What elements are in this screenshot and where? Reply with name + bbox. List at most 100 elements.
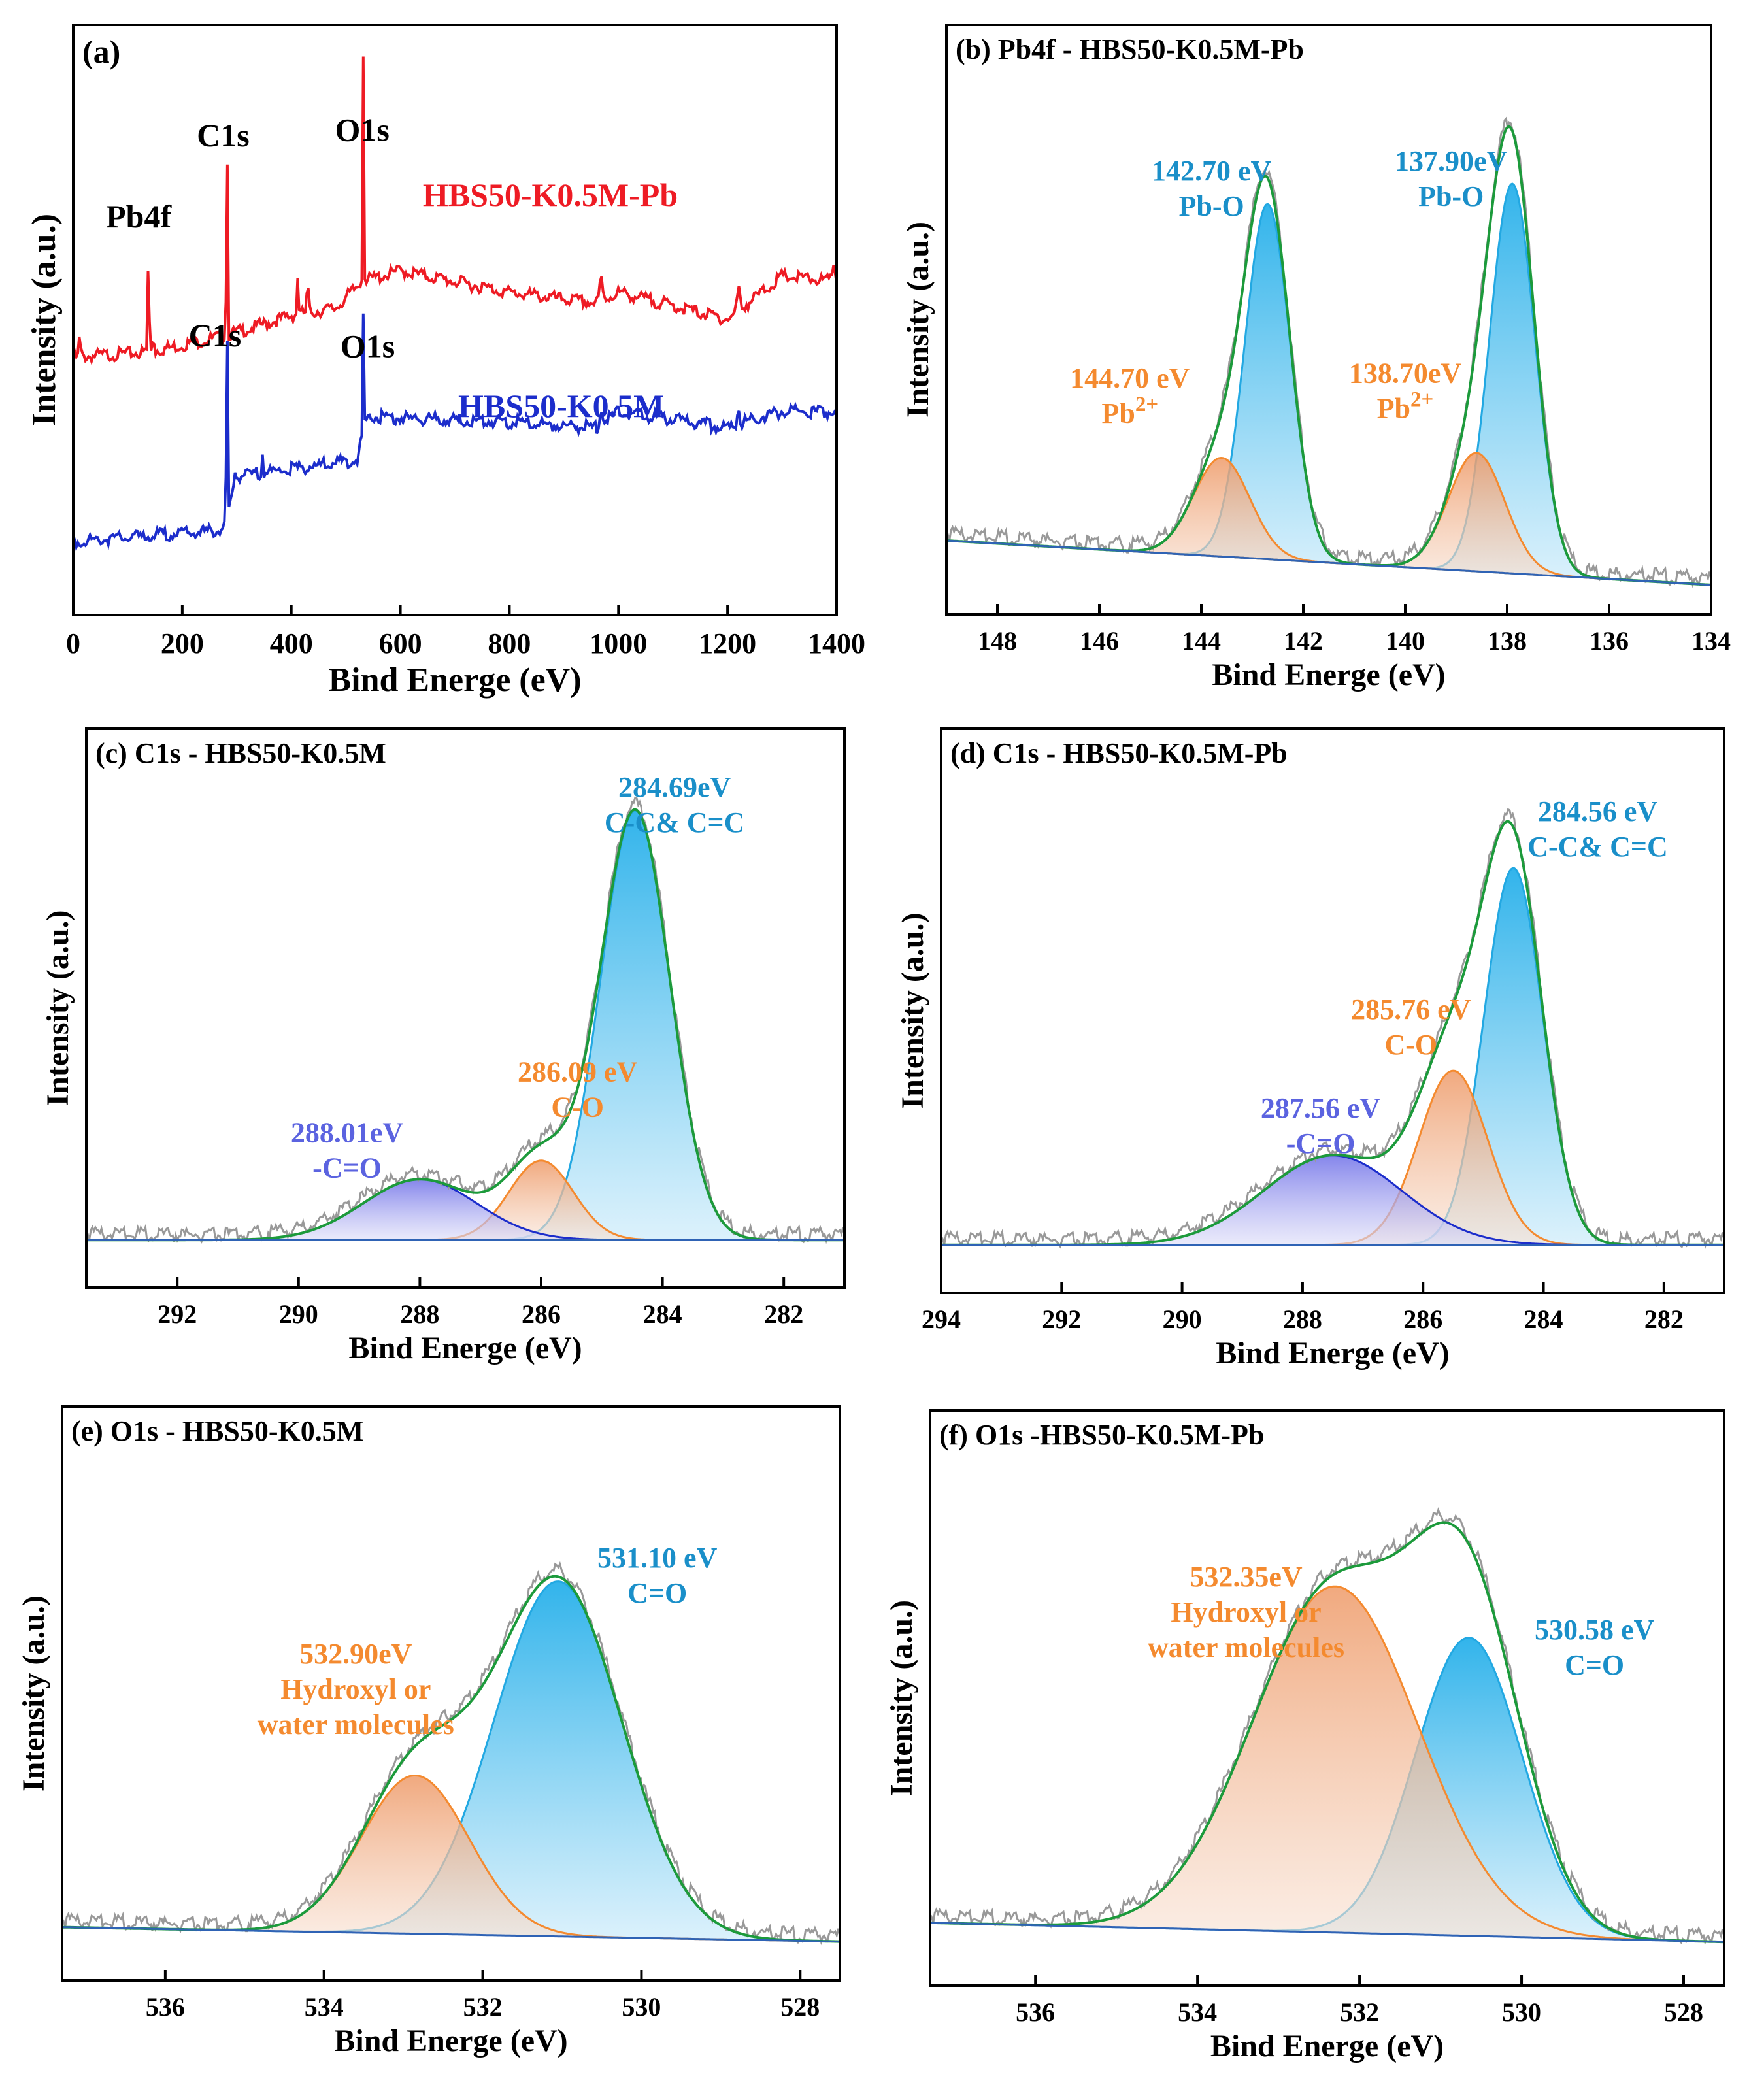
baseline [946,539,1711,586]
annotation: Pb-O [1418,180,1484,212]
component-fill-1 [930,1586,1724,1942]
panel-e: 536 534 532 530 528 Bind Energe (eV) Intensity… [16,1405,841,2058]
component-fill-1 [946,184,1711,585]
x-axis-label: Bind Energe (eV) [348,1331,582,1365]
x-axis-label: Bind Energe (eV) [328,661,581,699]
x-tick-label: 528 [780,1992,820,2022]
annotation: water molecules [1148,1631,1344,1663]
x-tick-label: 286 [1403,1305,1442,1334]
annotation: 284.56 eV [1538,795,1658,827]
y-axis-label: Intensity (a.u.) [41,910,75,1106]
x-axis-label: Bind Energe (eV) [334,2024,567,2058]
component-fill-0 [941,868,1724,1245]
annotation: Pb2+ [1377,388,1434,424]
annotation: 287.56 eV [1261,1092,1381,1124]
x-tick-label: 530 [622,1992,661,2022]
x-tick-label: 534 [1178,1997,1217,2027]
plot-area-b [946,116,1711,588]
x-tick-label: 800 [488,627,531,659]
annotation: 137.90eV [1395,145,1508,177]
annotation: O1s [335,112,389,148]
annotation: C1s [197,117,250,154]
plot-area-d [941,808,1724,1250]
component-fill-0 [86,810,844,1241]
panel-a: 0 200 400 600 800 1000 1200 1400 Bind Energe (eV… [25,24,865,699]
plot-area-c [86,796,844,1244]
component-line-0 [86,809,844,1241]
x-axis-label: Bind Energe (eV) [1212,658,1445,692]
component-fill-2 [941,1155,1724,1245]
axes-frame-e [61,1405,841,1982]
annotation: 142.70 eV [1152,155,1272,187]
panel-d: 294 292 290 288 286 284 282 Bind Energe (eV) Int… [895,727,1725,1371]
annotation: 284.69eV [618,771,731,803]
annotation: 531.10 eV [597,1542,718,1574]
x-tick-label: 1200 [699,627,756,659]
plot-area-f [930,1507,1724,1946]
y-axis-label: Intensity (a.u.) [901,222,935,418]
baseline [930,1922,1724,1943]
x-tick-label: 146 [1080,626,1119,656]
annotation: 285.76 eV [1351,993,1471,1025]
x-tick-label: 282 [764,1299,803,1329]
plot-area-a [73,56,837,552]
x-tick-label: 288 [1283,1305,1322,1334]
annotation: 144.70 eV [1070,362,1190,394]
x-tick-label: 532 [463,1992,503,2022]
x-tick-label: 1400 [808,627,865,659]
x-tick-label: 292 [1042,1305,1081,1334]
x-tick-label: 136 [1590,626,1629,656]
annotation: Hydroxyl or [1171,1596,1321,1628]
raw-spectrum [86,796,844,1244]
component-fill-0 [946,204,1711,585]
annotation: 138.70eV [1349,357,1462,389]
x-tick-label: 290 [279,1299,318,1329]
y-axis-label: Intensity (a.u.) [895,912,930,1108]
annotation: Pb4f [106,198,172,235]
x-tick-label: 532 [1340,1997,1379,2027]
x-tick-label: 294 [922,1305,961,1334]
raw-spectrum [946,116,1711,588]
component-fill-2 [86,1179,844,1241]
panel-title: (e) O1s - HBS50-K0.5M [71,1415,363,1447]
panel-title: (f) O1s -HBS50-K0.5M-Pb [939,1419,1264,1451]
annotation: 532.90eV [299,1638,412,1670]
x-tick-label: 292 [158,1299,197,1329]
x-tick-label: 600 [379,627,422,659]
x-tick-label: 1000 [590,627,647,659]
x-tick-label: 536 [146,1992,185,2022]
x-tick-label: 534 [305,1992,344,2022]
x-tick-label: 142 [1284,626,1323,656]
annotation: O1s [341,328,395,365]
annotation: 532.35eV [1190,1561,1303,1593]
x-tick-label: 134 [1691,626,1731,656]
x-axis-label: Bind Energe (eV) [1216,1336,1449,1371]
x-tick-label: 288 [400,1299,439,1329]
x-tick-label: 0 [66,627,80,659]
annotation: Hydroxyl or [280,1673,431,1705]
annotation: 288.01eV [291,1116,404,1148]
axes-frame-a [72,24,838,616]
y-axis-label: Intensity (a.u.) [25,214,63,426]
annotation: 286.09 eV [518,1056,638,1088]
axes-frame-f [929,1409,1725,1987]
panel-title: (d) C1s - HBS50-K0.5M-Pb [950,737,1288,769]
panel-title: (c) C1s - HBS50-K0.5M [95,737,386,769]
annotation: water molecules [258,1708,454,1741]
x-tick-label: 144 [1182,626,1221,656]
annotation: C1s [189,317,242,354]
component-fill-3 [946,453,1711,585]
component-line-1 [946,182,1711,586]
component-fill-1 [62,1775,840,1942]
y-axis-label: Intensity (a.u.) [884,1600,919,1796]
panel-b: 148 146 144 142 140 138 136 134 Bind Energe (eV)… [901,24,1731,692]
envelope-fit [930,1521,1724,1944]
annotation: C=O [627,1577,687,1609]
annotation: C-O [551,1091,604,1123]
annotation: -C=O [312,1152,382,1184]
axes-frame-b [945,24,1712,616]
panel-title: (a) [82,33,120,70]
annotation: 530.58 eV [1535,1614,1655,1646]
series-hbs50-k0-5m [73,313,837,552]
